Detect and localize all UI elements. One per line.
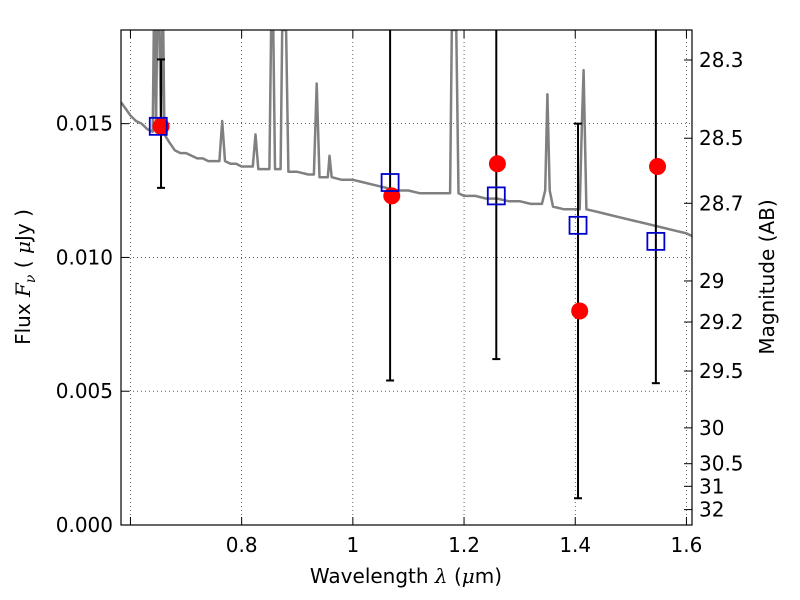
y-axis-label: Flux Fν ( μJy ) bbox=[11, 209, 39, 345]
data-layer bbox=[121, 30, 692, 500]
x-tick-label-2: 1 bbox=[346, 533, 359, 557]
axis-ticks: 0.8 1 1.2 1.4 1.6 0.000 0.005 0.010 0.015 28.3 28.… bbox=[56, 30, 744, 557]
y2-tick-label-9: 32 bbox=[699, 498, 724, 522]
y-tick-label-0: 0.000 bbox=[56, 513, 113, 537]
y2-tick-label-3: 29 bbox=[699, 269, 724, 293]
grid-lines bbox=[121, 30, 692, 526]
x-tick-label-4: 1.4 bbox=[559, 533, 591, 557]
x-axis-label: Wavelength λ (μm) bbox=[310, 564, 502, 588]
model-square-3 bbox=[568, 215, 588, 235]
y-tick-label-1: 0.005 bbox=[56, 379, 113, 403]
model-square-2 bbox=[486, 186, 506, 206]
y2-tick-label-8: 31 bbox=[699, 474, 724, 498]
model-square-0 bbox=[148, 116, 168, 136]
x-tick-label-3: 1.2 bbox=[448, 533, 480, 557]
model-sed-line bbox=[121, 30, 692, 238]
model-square-1 bbox=[380, 173, 400, 192]
observed-point-4 bbox=[649, 157, 667, 175]
plot-frame bbox=[120, 29, 693, 526]
y2-tick-label-7: 30.5 bbox=[699, 452, 744, 476]
observed-point-3 bbox=[571, 302, 589, 320]
y2-tick-label-6: 30 bbox=[699, 416, 724, 440]
y2-tick-label-1: 28.5 bbox=[699, 126, 744, 150]
observed-point-2 bbox=[488, 155, 506, 173]
y-tick-label-3: 0.015 bbox=[56, 112, 113, 136]
y-tick-label-2: 0.010 bbox=[56, 245, 113, 269]
y2-axis-label: Magnitude (AB) bbox=[755, 199, 779, 354]
model-square-4 bbox=[646, 231, 666, 251]
y2-tick-label-4: 29.2 bbox=[699, 310, 744, 334]
y2-tick-label-0: 28.3 bbox=[699, 48, 744, 72]
x-tick-label-5: 1.6 bbox=[671, 533, 703, 557]
x-tick-label-1: 0.8 bbox=[226, 533, 258, 557]
y2-tick-label-5: 29.5 bbox=[699, 359, 744, 383]
y2-tick-label-2: 28.7 bbox=[699, 191, 744, 215]
